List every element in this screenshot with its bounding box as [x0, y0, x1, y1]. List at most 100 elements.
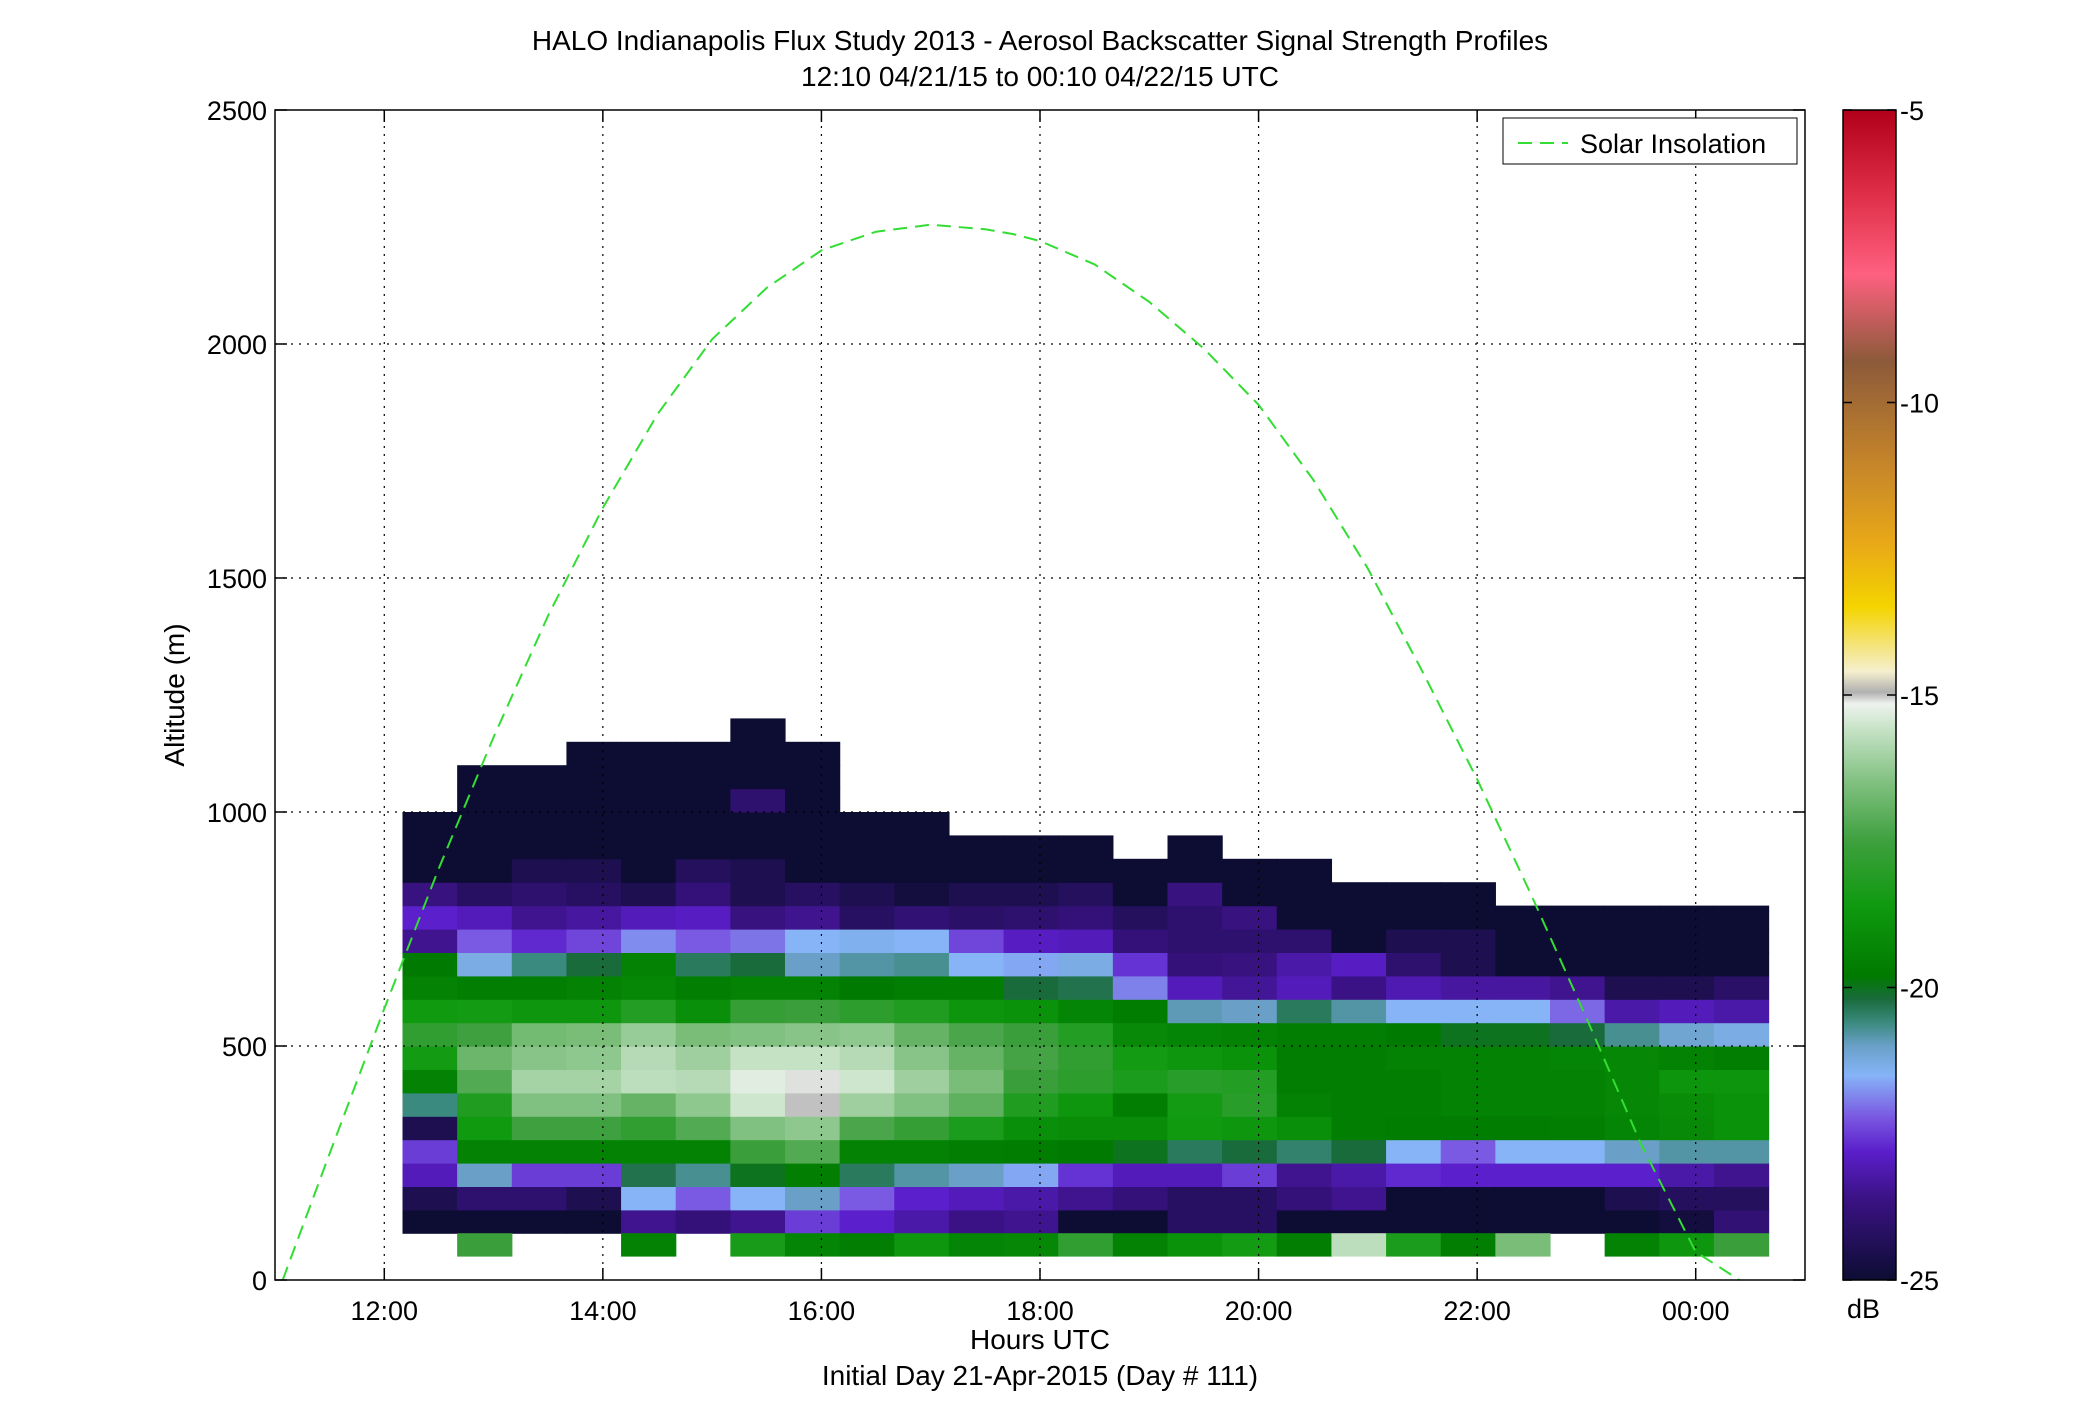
heatmap-cell	[730, 975, 786, 1000]
heatmap-cell	[1167, 1022, 1223, 1047]
heatmap-cell	[675, 1046, 731, 1070]
heatmap-cell	[675, 1209, 731, 1234]
y-tick-label: 2000	[207, 330, 267, 360]
heatmap-cell	[1112, 999, 1169, 1024]
heatmap-cell	[1112, 1069, 1169, 1094]
heatmap-cell	[1167, 882, 1223, 907]
x-tick-label: 22:00	[1443, 1296, 1511, 1326]
heatmap-cell	[1222, 999, 1278, 1024]
heatmap-cell	[1167, 835, 1223, 860]
heatmap-cell	[1112, 1163, 1169, 1187]
heatmap-cell	[402, 1186, 458, 1211]
heatmap-cell	[948, 882, 1005, 907]
heatmap-cell	[730, 952, 786, 977]
heatmap-cell	[457, 1092, 513, 1117]
heatmap-cell	[566, 812, 622, 836]
heatmap-cell	[730, 1163, 786, 1187]
heatmap-cell	[402, 1163, 458, 1187]
heatmap-cell	[1713, 929, 1770, 953]
heatmap-cell	[402, 1092, 458, 1117]
heatmap-cell	[785, 952, 841, 977]
heatmap-cell	[1167, 1069, 1223, 1094]
heatmap-cell	[621, 835, 677, 860]
heatmap-cell	[1550, 1139, 1606, 1164]
heatmap-cell	[566, 905, 622, 930]
heatmap-cell	[1222, 975, 1278, 1000]
heatmap-cell	[1495, 1163, 1551, 1187]
heatmap-cell	[1604, 952, 1660, 977]
heatmap-cell	[785, 1139, 841, 1164]
heatmap-cell	[511, 1022, 568, 1047]
heatmap-cell	[1276, 929, 1333, 953]
heatmap-cell	[1167, 1163, 1223, 1187]
heatmap-cell	[1112, 1139, 1169, 1164]
heatmap-cell	[894, 929, 950, 953]
heatmap-cell	[730, 882, 786, 907]
heatmap-cell	[1058, 1139, 1114, 1164]
heatmap-cell	[894, 905, 950, 930]
heatmap-cell	[730, 1069, 786, 1094]
heatmap-cell	[1550, 1163, 1606, 1187]
heatmap-cell	[1058, 1092, 1114, 1117]
heatmap-cell	[511, 788, 568, 813]
heatmap-cell	[1659, 1022, 1715, 1047]
heatmap-cell	[511, 835, 568, 860]
heatmap-cell	[402, 975, 458, 1000]
heatmap-cell	[621, 812, 677, 836]
heatmap-cell	[566, 1186, 622, 1211]
heatmap-cell	[948, 1069, 1005, 1094]
heatmap-cell	[1331, 1069, 1387, 1094]
heatmap-cell	[730, 1209, 786, 1234]
heatmap-cell	[457, 1209, 513, 1234]
heatmap-cell	[1386, 1116, 1442, 1141]
heatmap-cell	[1550, 1186, 1606, 1211]
heatmap-cell	[1604, 1163, 1660, 1187]
heatmap-cell	[894, 952, 950, 977]
heatmap-cell	[1604, 1116, 1660, 1141]
heatmap-cell	[1550, 929, 1606, 953]
heatmap-cell	[1386, 952, 1442, 977]
heatmap-cell	[1003, 952, 1059, 977]
heatmap-cell	[621, 999, 677, 1024]
heatmap-cell	[1713, 1116, 1770, 1141]
heatmap-cell	[1276, 1022, 1333, 1047]
heatmap-cell	[511, 975, 568, 1000]
grid-lines	[275, 110, 1805, 1280]
heatmap-cell	[566, 999, 622, 1024]
heatmap-cell	[1112, 1116, 1169, 1141]
heatmap-cell	[1222, 952, 1278, 977]
heatmap-cell	[1604, 975, 1660, 1000]
heatmap-cell	[1276, 905, 1333, 930]
heatmap-cell	[1713, 952, 1770, 977]
y-tick-label: 0	[252, 1266, 267, 1296]
heatmap-cell	[511, 1209, 568, 1234]
chart-title: HALO Indianapolis Flux Study 2013 - Aero…	[532, 25, 1548, 56]
heatmap-cell	[1386, 929, 1442, 953]
heatmap-cell	[1276, 1046, 1333, 1070]
x-tick-label: 18:00	[1006, 1296, 1074, 1326]
heatmap-cell	[894, 1186, 950, 1211]
heatmap-cell	[1550, 1209, 1606, 1234]
colorbar-tick-label: -20	[1900, 974, 1939, 1004]
heatmap-cell	[948, 835, 1005, 860]
heatmap-cell	[730, 1186, 786, 1211]
heatmap-cell	[839, 1233, 895, 1257]
heatmap-cell	[1713, 975, 1770, 1000]
heatmap-cell	[1495, 905, 1551, 930]
y-axis-label: Altitude (m)	[159, 623, 190, 766]
heatmap-cell	[1713, 1209, 1770, 1234]
heatmap-cell	[1550, 1116, 1606, 1141]
heatmap-cell	[1331, 1046, 1387, 1070]
heatmap-cell	[566, 741, 622, 766]
heatmap-cell	[1331, 1092, 1387, 1117]
heatmap-cell	[1331, 1186, 1387, 1211]
heatmap-cell	[1331, 999, 1387, 1024]
heatmap-cell	[1112, 1233, 1169, 1257]
heatmap-cell	[1331, 975, 1387, 1000]
heatmap-cell	[621, 858, 677, 883]
heatmap-cell	[1440, 1022, 1496, 1047]
heatmap-cell	[402, 1139, 458, 1164]
heatmap-cell	[1604, 1092, 1660, 1117]
heatmap-cell	[894, 1022, 950, 1047]
heatmap-cell	[1003, 1186, 1059, 1211]
